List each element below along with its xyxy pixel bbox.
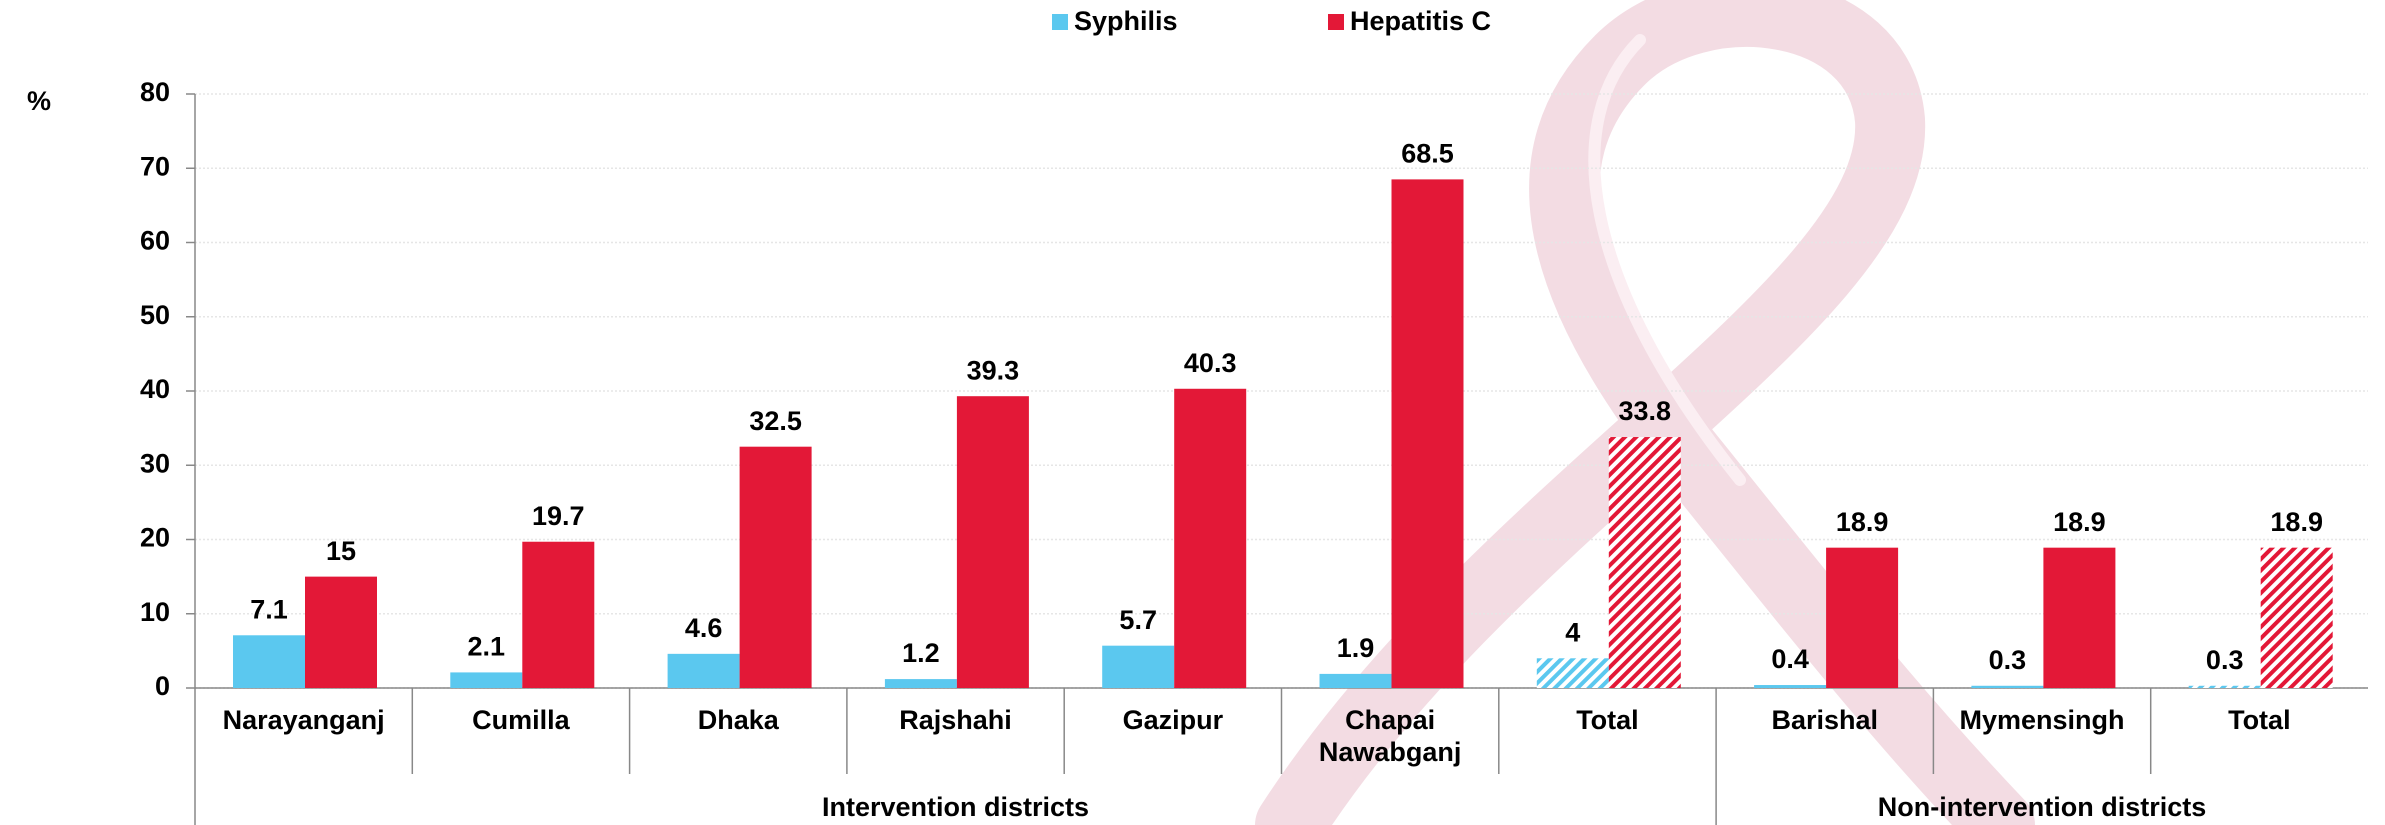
x-tick-label: Chapai Nawabganj — [1282, 704, 1499, 768]
bar — [522, 542, 594, 688]
x-tick-label: Gazipur — [1064, 704, 1281, 736]
bar — [1174, 389, 1246, 688]
data-label: 39.3 — [967, 355, 1020, 385]
x-tick-label: Mymensingh — [1933, 704, 2150, 736]
legend-label: Hepatitis C — [1350, 6, 1491, 36]
x-tick-label: Dhaka — [630, 704, 847, 736]
data-label: 0.3 — [2206, 645, 2244, 675]
data-label: 33.8 — [1619, 396, 1672, 426]
bar — [1826, 548, 1898, 688]
x-tick-label-box: Dhaka — [630, 704, 847, 784]
data-label: 18.9 — [2053, 507, 2106, 537]
group-label: Non-intervention districts — [1878, 792, 2207, 822]
chart: % 0 10 20 30 40 50 60 70 80 Syphilis Hepatitis C Na… — [0, 0, 2385, 825]
data-label: 0.3 — [1989, 645, 2027, 675]
data-label: 32.5 — [749, 406, 802, 436]
bar — [450, 672, 522, 688]
bar — [2189, 686, 2261, 688]
x-tick-label: Cumilla — [412, 704, 629, 736]
x-tick-label: Rajshahi — [847, 704, 1064, 736]
x-tick-label: Barishal — [1716, 704, 1933, 736]
data-label: 1.9 — [1337, 633, 1375, 663]
bar — [233, 635, 305, 688]
x-tick-label-box: Gazipur — [1064, 704, 1281, 784]
bar — [668, 654, 740, 688]
bar — [957, 396, 1029, 688]
y-tick-label: 20 — [140, 523, 170, 553]
data-label: 7.1 — [250, 594, 288, 624]
data-label: 2.1 — [468, 632, 506, 662]
legend-swatch — [1052, 14, 1068, 30]
data-label: 40.3 — [1184, 348, 1237, 378]
x-tick-label: Total — [2151, 704, 2368, 736]
x-tick-label-box: Cumilla — [412, 704, 629, 784]
data-label: 15 — [326, 536, 356, 566]
data-label: 0.4 — [1771, 644, 1809, 674]
y-tick-label: 60 — [140, 226, 170, 256]
data-label: 4 — [1565, 617, 1580, 647]
x-tick-label-box: Narayanganj — [195, 704, 412, 784]
x-tick-label-box: Total — [2151, 704, 2368, 784]
x-tick-label-box: Rajshahi — [847, 704, 1064, 784]
bar — [1102, 646, 1174, 688]
bar — [2261, 548, 2333, 688]
y-tick-label: 10 — [140, 597, 170, 627]
group-label: Intervention districts — [822, 792, 1089, 822]
data-label: 1.2 — [902, 638, 940, 668]
legend-swatch — [1328, 14, 1344, 30]
bar — [740, 447, 812, 688]
y-axis-label: % — [27, 86, 51, 116]
x-tick-label: Narayanganj — [195, 704, 412, 736]
x-tick-label: Total — [1499, 704, 1716, 736]
y-tick-label: 0 — [155, 671, 170, 701]
bar — [1537, 658, 1609, 688]
bar — [1320, 674, 1392, 688]
bar — [1754, 685, 1826, 688]
data-label: 18.9 — [1836, 507, 1889, 537]
legend-label: Syphilis — [1074, 6, 1178, 36]
bar — [1971, 686, 2043, 688]
bar — [1609, 437, 1681, 688]
bar — [2043, 548, 2115, 688]
data-label: 68.5 — [1401, 139, 1454, 169]
x-tick-label-box: Total — [1499, 704, 1716, 784]
data-label: 5.7 — [1119, 605, 1157, 635]
x-tick-label-box: Barishal — [1716, 704, 1933, 784]
y-tick-label: 30 — [140, 448, 170, 478]
data-label: 19.7 — [532, 501, 585, 531]
y-tick-label: 40 — [140, 374, 170, 404]
y-tick-label: 70 — [140, 151, 170, 181]
x-tick-label-box: Chapai Nawabganj — [1282, 704, 1499, 784]
data-label: 4.6 — [685, 613, 723, 643]
data-label: 18.9 — [2270, 507, 2323, 537]
bar — [305, 577, 377, 688]
y-tick-label: 80 — [140, 77, 170, 107]
bar — [1392, 179, 1464, 688]
bar — [885, 679, 957, 688]
y-tick-label: 50 — [140, 300, 170, 330]
x-tick-label-box: Mymensingh — [1933, 704, 2150, 784]
